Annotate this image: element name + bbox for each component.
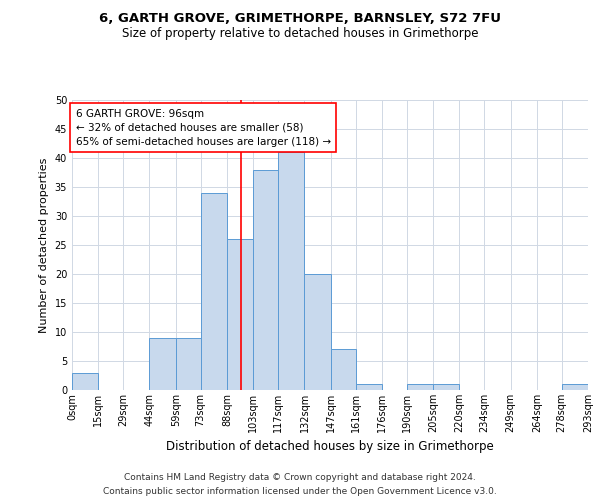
Bar bbox=[200, 193, 227, 390]
Text: Size of property relative to detached houses in Grimethorpe: Size of property relative to detached ho… bbox=[122, 28, 478, 40]
Bar bbox=[331, 350, 356, 390]
Bar bbox=[562, 384, 588, 390]
Y-axis label: Number of detached properties: Number of detached properties bbox=[39, 158, 49, 332]
Bar bbox=[253, 170, 278, 390]
Bar bbox=[278, 152, 304, 390]
X-axis label: Distribution of detached houses by size in Grimethorpe: Distribution of detached houses by size … bbox=[166, 440, 494, 454]
Text: 6, GARTH GROVE, GRIMETHORPE, BARNSLEY, S72 7FU: 6, GARTH GROVE, GRIMETHORPE, BARNSLEY, S… bbox=[99, 12, 501, 26]
Bar bbox=[433, 384, 460, 390]
Bar bbox=[72, 372, 98, 390]
Text: 6 GARTH GROVE: 96sqm
← 32% of detached houses are smaller (58)
65% of semi-detac: 6 GARTH GROVE: 96sqm ← 32% of detached h… bbox=[76, 108, 331, 146]
Bar bbox=[227, 239, 253, 390]
Bar bbox=[176, 338, 200, 390]
Bar bbox=[304, 274, 331, 390]
Text: Contains HM Land Registry data © Crown copyright and database right 2024.: Contains HM Land Registry data © Crown c… bbox=[124, 473, 476, 482]
Bar bbox=[407, 384, 433, 390]
Bar bbox=[149, 338, 176, 390]
Text: Contains public sector information licensed under the Open Government Licence v3: Contains public sector information licen… bbox=[103, 486, 497, 496]
Bar bbox=[356, 384, 382, 390]
